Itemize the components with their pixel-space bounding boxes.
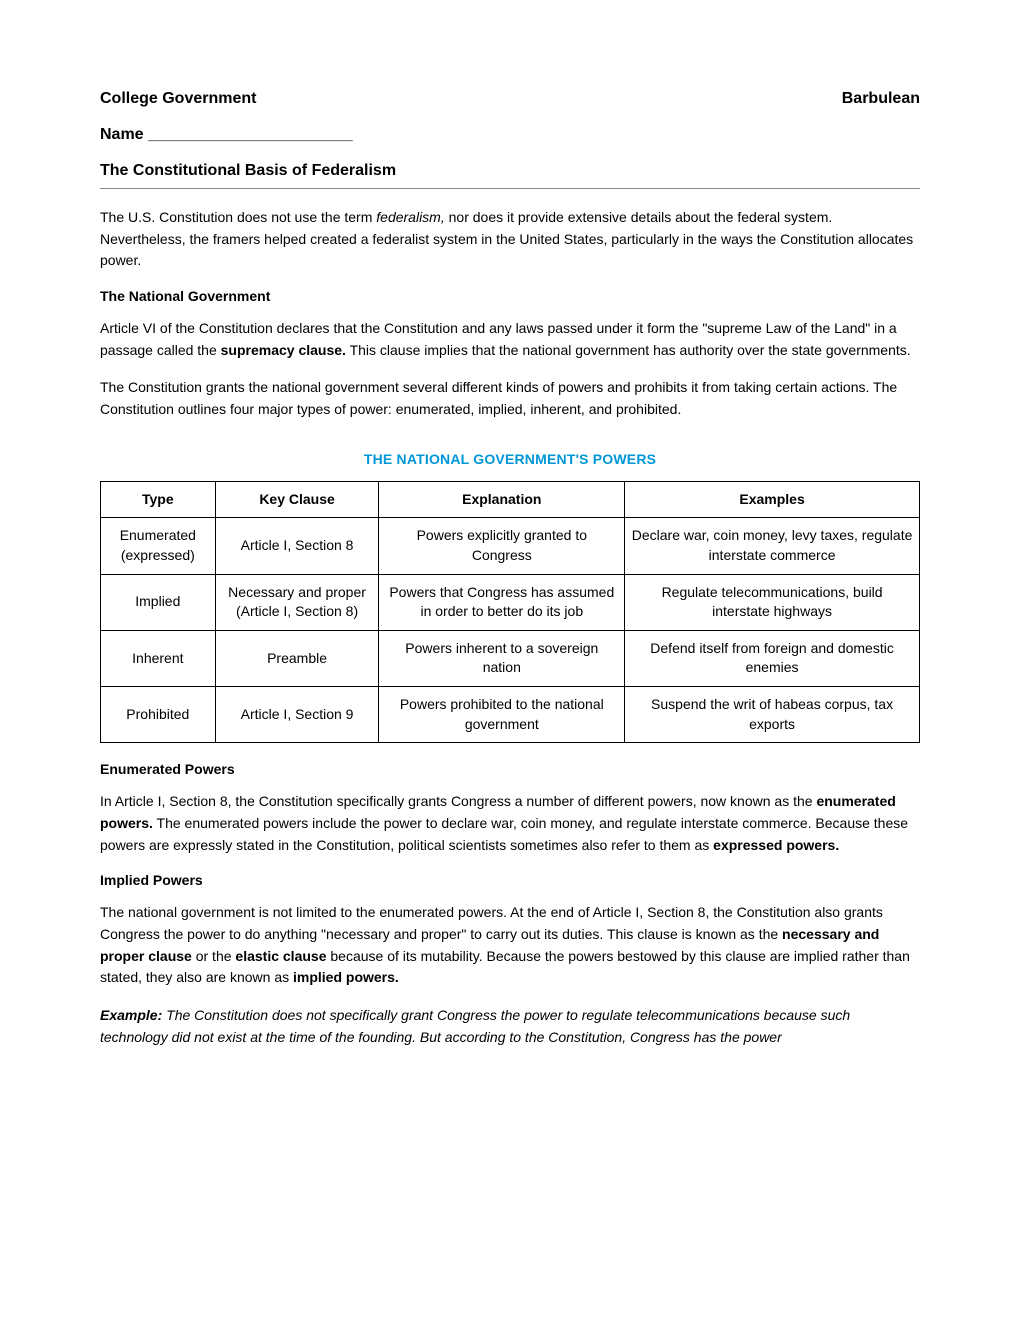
cell: Suspend the writ of habeas corpus, tax e… — [625, 686, 920, 742]
table-row: Inherent Preamble Powers inherent to a s… — [101, 630, 920, 686]
imp-mid1: or the — [192, 948, 236, 964]
cell: Preamble — [215, 630, 379, 686]
course-title: College Government — [100, 90, 256, 108]
cell: Regulate telecommunications, build inter… — [625, 574, 920, 630]
example-text: The Constitution does not specifically g… — [100, 1007, 850, 1045]
implied-paragraph: The national government is not limited t… — [100, 902, 920, 989]
cell: Article I, Section 8 — [215, 518, 379, 574]
th-type: Type — [101, 481, 216, 518]
intro-pre: The U.S. Constitution does not use the t… — [100, 209, 376, 225]
cell: Declare war, coin money, levy taxes, reg… — [625, 518, 920, 574]
table-row: Prohibited Article I, Section 9 Powers p… — [101, 686, 920, 742]
national-gov-heading: The National Government — [100, 288, 920, 304]
implied-heading: Implied Powers — [100, 872, 920, 888]
cell: Powers prohibited to the national govern… — [379, 686, 625, 742]
enum-bold2: expressed powers. — [713, 837, 839, 853]
cell: Inherent — [101, 630, 216, 686]
enumerated-heading: Enumerated Powers — [100, 761, 920, 777]
cell: Powers explicitly granted to Congress — [379, 518, 625, 574]
imp-pre: The national government is not limited t… — [100, 904, 883, 942]
table-row: Enumerated (expressed) Article I, Sectio… — [101, 518, 920, 574]
national-gov-p2: The Constitution grants the national gov… — [100, 377, 920, 420]
cell: Implied — [101, 574, 216, 630]
table-header-row: Type Key Clause Explanation Examples — [101, 481, 920, 518]
imp-bold2: elastic clause — [235, 948, 326, 964]
cell: Prohibited — [101, 686, 216, 742]
th-keyclause: Key Clause — [215, 481, 379, 518]
instructor-name: Barbulean — [842, 90, 920, 108]
cell: Powers that Congress has assumed in orde… — [379, 574, 625, 630]
imp-bold3: implied powers. — [293, 969, 399, 985]
intro-em: federalism, — [376, 209, 444, 225]
ng1-bold: supremacy clause. — [221, 342, 346, 358]
cell: Enumerated (expressed) — [101, 518, 216, 574]
cell: Article I, Section 9 — [215, 686, 379, 742]
enumerated-paragraph: In Article I, Section 8, the Constitutio… — [100, 791, 920, 856]
intro-paragraph: The U.S. Constitution does not use the t… — [100, 207, 920, 272]
name-line: Name _______________________ — [100, 126, 920, 144]
document-page: College Government Barbulean Name ______… — [0, 0, 1020, 1320]
th-examples: Examples — [625, 481, 920, 518]
table-title: THE NATIONAL GOVERNMENT'S POWERS — [100, 451, 920, 467]
national-gov-p1: Article VI of the Constitution declares … — [100, 318, 920, 361]
table-row: Implied Necessary and proper (Article I,… — [101, 574, 920, 630]
th-explanation: Explanation — [379, 481, 625, 518]
enum-pre: In Article I, Section 8, the Constitutio… — [100, 793, 816, 809]
header-row: College Government Barbulean — [100, 90, 920, 108]
powers-table: Type Key Clause Explanation Examples Enu… — [100, 481, 920, 743]
cell: Defend itself from foreign and domestic … — [625, 630, 920, 686]
example-label: Example: — [100, 1007, 162, 1023]
ng1-post: This clause implies that the national go… — [346, 342, 911, 358]
doc-title: The Constitutional Basis of Federalism — [100, 162, 920, 189]
cell: Necessary and proper (Article I, Section… — [215, 574, 379, 630]
example-paragraph: Example: The Constitution does not speci… — [100, 1005, 920, 1048]
cell: Powers inherent to a sovereign nation — [379, 630, 625, 686]
